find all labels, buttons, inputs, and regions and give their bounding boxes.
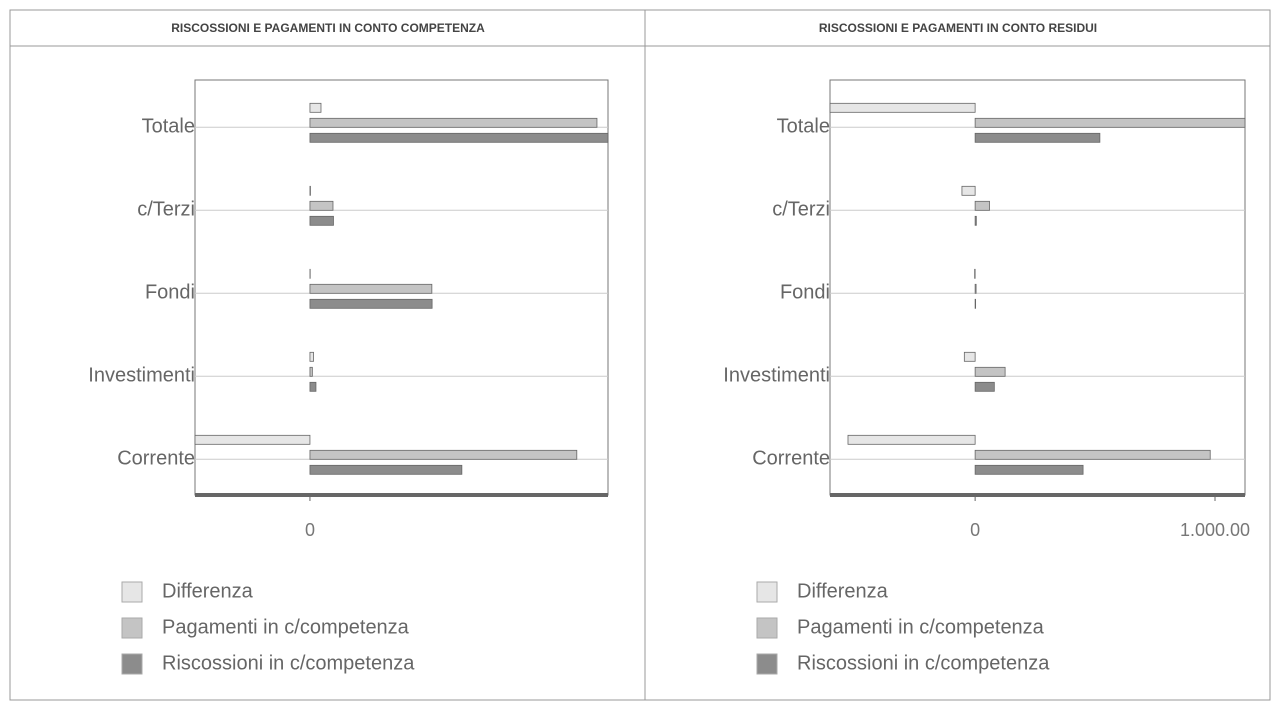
bar: [974, 283, 977, 294]
bar: [309, 449, 578, 460]
legend-label: Differenza: [797, 580, 889, 602]
bar: [974, 464, 1084, 475]
legend-swatch: [121, 581, 143, 603]
legend-label: Pagamenti in c/competenza: [162, 616, 410, 638]
bar: [309, 464, 463, 475]
category-label: Corrente: [117, 448, 195, 470]
bar: [974, 366, 1006, 377]
bar: [309, 298, 433, 309]
category-label: Corrente: [752, 448, 830, 470]
category-label: Investimenti: [88, 365, 195, 387]
bar: [974, 215, 977, 226]
legend-swatch: [121, 653, 143, 675]
legend-label: Riscossioni in c/competenza: [797, 652, 1050, 674]
x-tick-label: 0: [970, 520, 980, 540]
bar: [309, 351, 314, 362]
legend-swatch: [121, 617, 143, 639]
category-label: c/Terzi: [772, 199, 830, 221]
bar: [309, 117, 598, 128]
bar: [829, 102, 976, 113]
x-tick-label: 0: [305, 520, 315, 540]
category-label: Totale: [777, 116, 830, 138]
bar: [309, 102, 322, 113]
category-label: Investimenti: [723, 365, 830, 387]
chart-title: RISCOSSIONI E PAGAMENTI IN CONTO COMPETE…: [171, 21, 485, 35]
category-label: Fondi: [145, 282, 195, 304]
chart-title: RISCOSSIONI E PAGAMENTI IN CONTO RESIDUI: [819, 21, 1097, 35]
bar: [974, 117, 1246, 128]
legend-swatch: [756, 581, 778, 603]
bar: [961, 185, 976, 196]
bar: [309, 215, 334, 226]
bar: [309, 366, 313, 377]
bar: [963, 351, 976, 362]
legend-label: Differenza: [162, 580, 254, 602]
legend-swatch: [756, 617, 778, 639]
legend-label: Riscossioni in c/competenza: [162, 652, 415, 674]
bar: [847, 434, 976, 445]
category-label: Fondi: [780, 282, 830, 304]
bar: [974, 132, 1101, 143]
bar: [309, 381, 317, 392]
category-label: Totale: [142, 116, 195, 138]
bar: [194, 434, 311, 445]
category-label: c/Terzi: [137, 199, 195, 221]
bar: [974, 200, 990, 211]
bar: [974, 381, 995, 392]
bar: [309, 283, 433, 294]
x-tick-label: 1.000.00: [1180, 520, 1250, 540]
frame: [9, 9, 1271, 701]
legend-swatch: [756, 653, 778, 675]
bar: [974, 449, 1211, 460]
bar: [309, 200, 334, 211]
legend-label: Pagamenti in c/competenza: [797, 616, 1045, 638]
bar: [309, 132, 609, 143]
